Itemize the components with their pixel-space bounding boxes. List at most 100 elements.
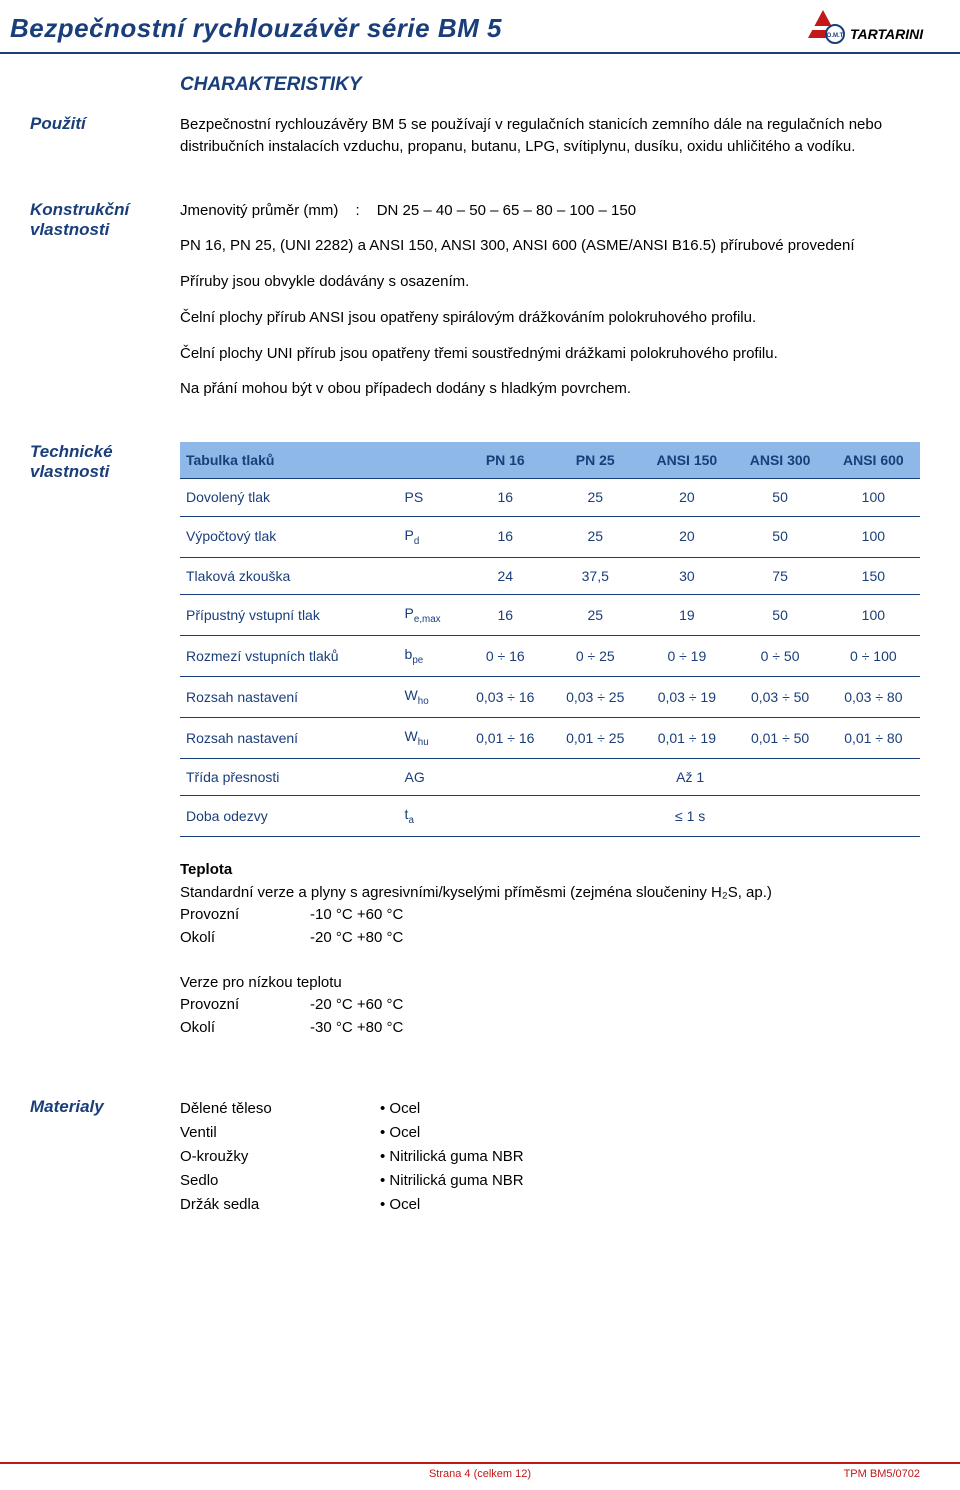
table-row: Tlaková zkouška2437,53075150 [180, 557, 920, 594]
section-label: Použití [30, 114, 180, 172]
table-header: Tabulka tlaků [180, 442, 401, 479]
row-value: 50 [733, 516, 826, 557]
row-value: 16 [460, 516, 550, 557]
row-symbol: AG [401, 758, 461, 795]
row-label: Třída přesnosti [180, 758, 401, 795]
row-value: 0 ÷ 50 [733, 635, 826, 676]
row-value: 0,01 ÷ 19 [640, 717, 733, 758]
row-label: Přípustný vstupní tlak [180, 594, 401, 635]
temp-value: -20 °C +60 °C [310, 994, 403, 1017]
row-symbol [401, 557, 461, 594]
table-header: ANSI 150 [640, 442, 733, 479]
row-value: 50 [733, 594, 826, 635]
material-key: O-kroužky [180, 1145, 380, 1169]
teplota-block: Teplota Standardní verze a plyny s agres… [180, 859, 920, 1039]
row-value: 100 [827, 479, 920, 516]
table-header: ANSI 300 [733, 442, 826, 479]
pouziti-text: Bezpečnostní rychlouzávěry BM 5 se použí… [180, 114, 920, 158]
row-value: 0,01 ÷ 16 [460, 717, 550, 758]
row-value: 100 [827, 516, 920, 557]
page-footer: Strana 4 (celkem 12) TPM BM5/0702 [0, 1462, 960, 1480]
row-symbol: Who [401, 676, 461, 717]
row-label: Rozmezí vstupních tlaků [180, 635, 401, 676]
row-symbol: ta [401, 796, 461, 837]
brand-logo: O.M.T TARTARINI [790, 6, 940, 50]
row-symbol: bpe [401, 635, 461, 676]
row-value: 50 [733, 479, 826, 516]
section-technicke: Technické vlastnosti Tabulka tlakůPN 16P… [30, 442, 920, 1039]
table-row: Doba odezvyta≤ 1 s [180, 796, 920, 837]
row-span-value: Až 1 [460, 758, 920, 795]
konstrukcni-line: Příruby jsou obvykle dodávány s osazením… [180, 271, 920, 293]
konstrukcni-line: Čelní plochy UNI přírub jsou opatřeny tř… [180, 343, 920, 365]
material-value: Nitrilická guma NBR [380, 1145, 524, 1169]
temp-line: Provozní-10 °C +60 °C [180, 904, 920, 927]
row-value: 0 ÷ 19 [640, 635, 733, 676]
characteristics-heading: CHARAKTERISTIKY [180, 74, 920, 96]
material-value: Nitrilická guma NBR [380, 1169, 524, 1193]
material-key: Sedlo [180, 1169, 380, 1193]
material-line: SedloNitrilická guma NBR [180, 1169, 920, 1193]
row-value: 0,03 ÷ 50 [733, 676, 826, 717]
temp-value: -20 °C +80 °C [310, 927, 403, 950]
row-symbol: Pd [401, 516, 461, 557]
row-value: 75 [733, 557, 826, 594]
konstrukcni-line: Čelní plochy přírub ANSI jsou opatřeny s… [180, 307, 920, 329]
table-row: Výpočtový tlakPd16252050100 [180, 516, 920, 557]
row-value: 16 [460, 594, 550, 635]
table-row: Rozsah nastaveníWho0,03 ÷ 160,03 ÷ 250,0… [180, 676, 920, 717]
row-value: 0,01 ÷ 80 [827, 717, 920, 758]
table-row: Rozmezí vstupních tlakůbpe0 ÷ 160 ÷ 250 … [180, 635, 920, 676]
row-symbol: PS [401, 479, 461, 516]
section-materialy: Materialy Dělené tělesoOcelVentilOcelO-k… [30, 1097, 920, 1217]
row-value: 16 [460, 479, 550, 516]
row-value: 150 [827, 557, 920, 594]
row-value: 0,03 ÷ 25 [550, 676, 640, 717]
section-pouziti: Použití Bezpečnostní rychlouzávěry BM 5 … [30, 114, 920, 172]
section-label: Materialy [30, 1097, 180, 1217]
row-label: Výpočtový tlak [180, 516, 401, 557]
row-value: 20 [640, 516, 733, 557]
material-key: Držák sedla [180, 1193, 380, 1217]
row-value: 25 [550, 594, 640, 635]
row-value: 0,03 ÷ 80 [827, 676, 920, 717]
row-value: 24 [460, 557, 550, 594]
pressure-table: Tabulka tlakůPN 16PN 25ANSI 150ANSI 300A… [180, 442, 920, 837]
row-symbol: Whu [401, 717, 461, 758]
konstrukcni-line: Na přání mohou být v obou případech dodá… [180, 378, 920, 400]
table-header: PN 16 [460, 442, 550, 479]
konstrukcni-line: Jmenovitý průměr (mm) : DN 25 – 40 – 50 … [180, 200, 920, 222]
page-title: Bezpečnostní rychlouzávěr série BM 5 [10, 13, 502, 44]
row-value: 0,03 ÷ 19 [640, 676, 733, 717]
row-label: Tlaková zkouška [180, 557, 401, 594]
teplota-heading: Teplota [180, 861, 232, 878]
table-row: Dovolený tlakPS16252050100 [180, 479, 920, 516]
material-line: VentilOcel [180, 1121, 920, 1145]
row-value: 0 ÷ 16 [460, 635, 550, 676]
temp-key: Okolí [180, 1017, 310, 1040]
temp-key: Provozní [180, 904, 310, 927]
table-row: Rozsah nastaveníWhu0,01 ÷ 160,01 ÷ 250,0… [180, 717, 920, 758]
teplota-std-note: Standardní verze a plyny s agresivními/k… [180, 884, 772, 901]
table-header [401, 442, 461, 479]
row-value: 19 [640, 594, 733, 635]
row-value: 0,01 ÷ 25 [550, 717, 640, 758]
page-header: Bezpečnostní rychlouzávěr série BM 5 O.M… [0, 0, 960, 54]
row-value: 20 [640, 479, 733, 516]
table-header: ANSI 600 [827, 442, 920, 479]
row-value: 0 ÷ 100 [827, 635, 920, 676]
row-span-value: ≤ 1 s [460, 796, 920, 837]
material-key: Ventil [180, 1121, 380, 1145]
row-label: Doba odezvy [180, 796, 401, 837]
row-value: 0,03 ÷ 16 [460, 676, 550, 717]
temp-value: -30 °C +80 °C [310, 1017, 403, 1040]
section-label: Technické vlastnosti [30, 442, 180, 1039]
section-konstrukcni: Konstrukční vlastnosti Jmenovitý průměr … [30, 200, 920, 415]
row-value: 25 [550, 479, 640, 516]
row-value: 0 ÷ 25 [550, 635, 640, 676]
konstrukcni-line: PN 16, PN 25, (UNI 2282) a ANSI 150, ANS… [180, 235, 920, 257]
svg-text:O.M.T: O.M.T [827, 33, 844, 39]
footer-center: Strana 4 (celkem 12) [0, 1468, 960, 1480]
teplota-low-heading: Verze pro nízkou teplotu [180, 974, 342, 991]
row-symbol: Pe,max [401, 594, 461, 635]
